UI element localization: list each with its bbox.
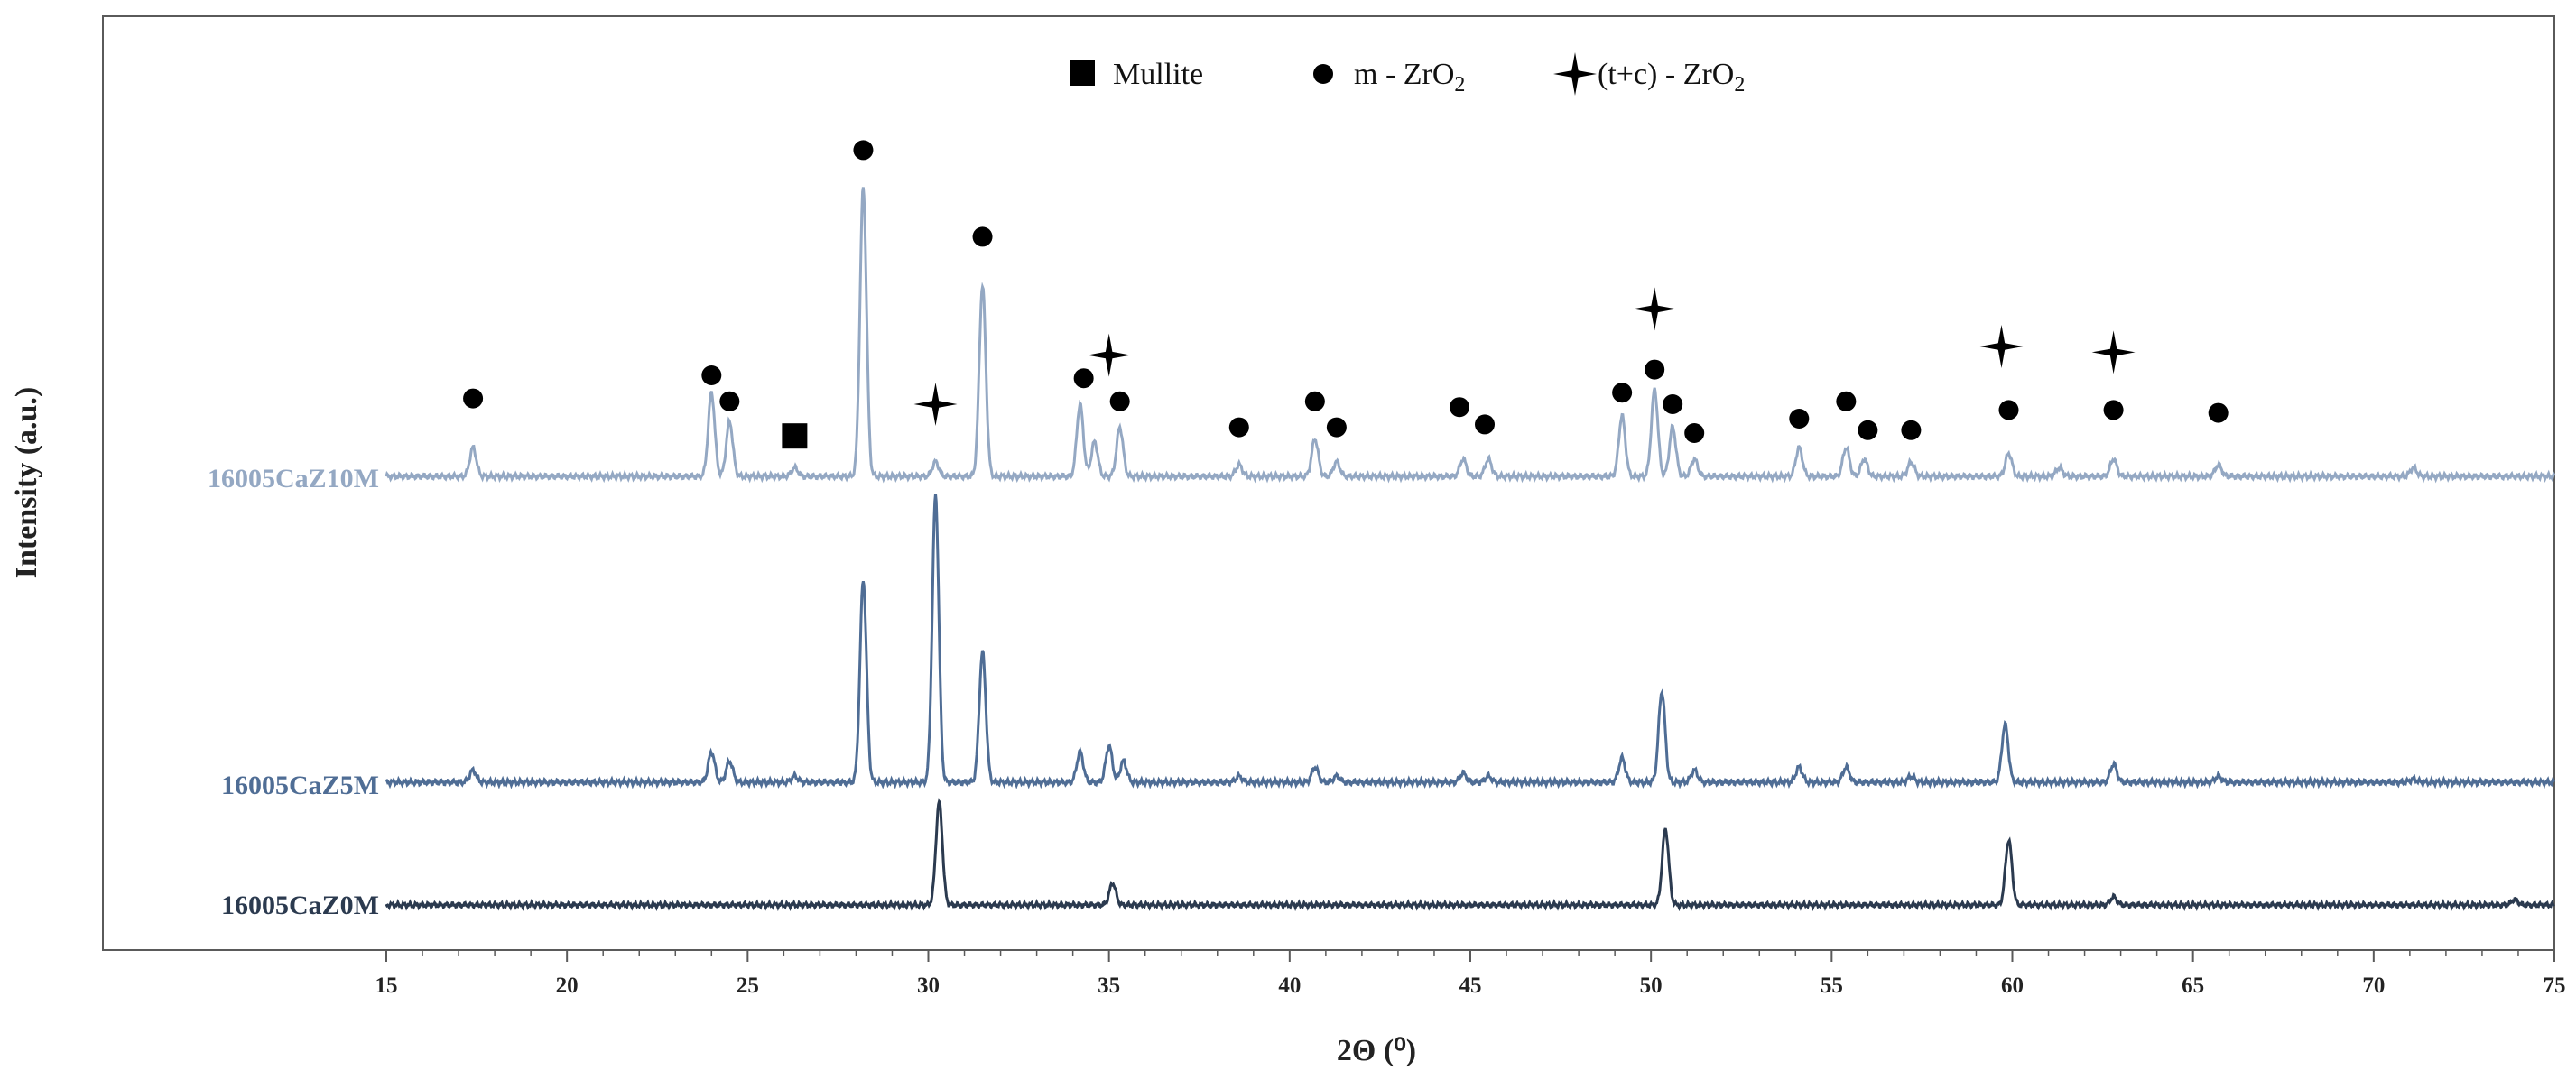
x-tick-label: 20 bbox=[556, 974, 579, 998]
legend-tc-zro2-label-main: (t+c) - ZrO bbox=[1598, 58, 1734, 91]
legend-mullite-label: Mullite bbox=[1113, 58, 1203, 91]
x-tick-label: 60 bbox=[2001, 974, 2024, 998]
x-axis-title-main: 2Θ (⁰) bbox=[1337, 1034, 1416, 1067]
peak-marker-m-zro2 bbox=[701, 365, 722, 385]
x-tick-label: 30 bbox=[917, 974, 940, 998]
x-tick-label: 35 bbox=[1098, 974, 1120, 998]
peak-marker-m-zro2 bbox=[1449, 397, 1469, 418]
x-tick-label: 50 bbox=[1640, 974, 1663, 998]
series-line-16005CaZ0M bbox=[385, 798, 2555, 912]
x-tick-label: 45 bbox=[1459, 974, 1482, 998]
peak-marker-m-zro2 bbox=[2103, 400, 2124, 420]
series-line-16005CaZ5M bbox=[385, 494, 2555, 789]
legend-tc-zro2-label-sub: 2 bbox=[1734, 73, 1745, 97]
x-tick-label: 70 bbox=[2362, 974, 2385, 998]
legend-mullite-square-icon bbox=[1070, 60, 1095, 86]
peak-marker-m-zro2 bbox=[1901, 420, 1922, 440]
series-labels-group: 16005CaZ10M 16005CaZ5M 16005CaZ0M bbox=[208, 464, 379, 920]
legend-star-shape bbox=[1553, 52, 1597, 96]
legend-m-zro2-label-main: m - ZrO bbox=[1354, 58, 1454, 91]
peak-marker-m-zro2 bbox=[1998, 400, 2019, 420]
legend-m-zro2-label: m - ZrO2 bbox=[1354, 58, 1465, 97]
series-label-16005CaZ0M: 16005CaZ0M bbox=[221, 891, 379, 920]
x-axis-title: 2Θ (⁰) bbox=[1337, 1034, 1416, 1067]
peak-marker-m-zro2 bbox=[719, 391, 740, 411]
x-tick-label: 55 bbox=[1821, 974, 1843, 998]
x-ticks-group: 15 20 25 30 35 40 45 50 55 60 65 70 75 bbox=[375, 950, 2566, 998]
x-tick-label: 15 bbox=[375, 974, 398, 998]
peak-marker-m-zro2 bbox=[1789, 409, 1810, 429]
peak-marker-mullite bbox=[782, 423, 808, 449]
peak-marker-tc-zro2 bbox=[2091, 330, 2136, 374]
legend: Mullite m - ZrO2 (t+c) - ZrO2 bbox=[1070, 52, 1745, 97]
legend-tc-zro2-star-icon bbox=[1553, 52, 1597, 96]
x-tick-label: 40 bbox=[1278, 974, 1301, 998]
x-tick-label: 65 bbox=[2182, 974, 2204, 998]
peak-marker-m-zro2 bbox=[1612, 383, 1633, 403]
peak-marker-tc-zro2 bbox=[913, 383, 958, 426]
y-axis-title: Intensity (a.u.) bbox=[10, 387, 43, 579]
legend-m-zro2-circle-icon bbox=[1313, 64, 1333, 84]
peak-marker-tc-zro2 bbox=[1979, 325, 2024, 368]
x-tick-label: 75 bbox=[2544, 974, 2566, 998]
peak-marker-m-zro2 bbox=[1475, 414, 1496, 435]
peak-marker-m-zro2 bbox=[1109, 391, 1130, 411]
legend-m-zro2-label-sub: 2 bbox=[1454, 73, 1465, 97]
x-tick-label: 25 bbox=[737, 974, 759, 998]
series-group bbox=[385, 187, 2556, 912]
legend-tc-zro2-label: (t+c) - ZrO2 bbox=[1598, 58, 1745, 97]
peak-marker-tc-zro2 bbox=[1087, 333, 1131, 377]
series-label-16005CaZ10M: 16005CaZ10M bbox=[208, 464, 379, 494]
peak-marker-m-zro2 bbox=[853, 140, 874, 161]
peak-marker-m-zro2 bbox=[1326, 417, 1347, 438]
peak-marker-m-zro2 bbox=[1836, 391, 1857, 411]
peak-marker-m-zro2 bbox=[1858, 420, 1878, 440]
peak-marker-m-zro2 bbox=[972, 226, 993, 247]
peak-marker-m-zro2 bbox=[1073, 368, 1094, 389]
peak-marker-m-zro2 bbox=[1663, 394, 1683, 414]
peak-marker-tc-zro2 bbox=[1633, 287, 1677, 331]
peak-marker-m-zro2 bbox=[1228, 417, 1249, 438]
peak-marker-m-zro2 bbox=[463, 388, 484, 409]
peak-marker-m-zro2 bbox=[2208, 402, 2229, 423]
peak-marker-m-zro2 bbox=[1304, 391, 1325, 411]
series-label-16005CaZ5M: 16005CaZ5M bbox=[221, 771, 379, 800]
series-line-16005CaZ10M bbox=[385, 187, 2556, 484]
peak-marker-m-zro2 bbox=[1645, 359, 1665, 380]
peak-marker-m-zro2 bbox=[1684, 423, 1705, 443]
peak-markers-group bbox=[463, 140, 2229, 449]
